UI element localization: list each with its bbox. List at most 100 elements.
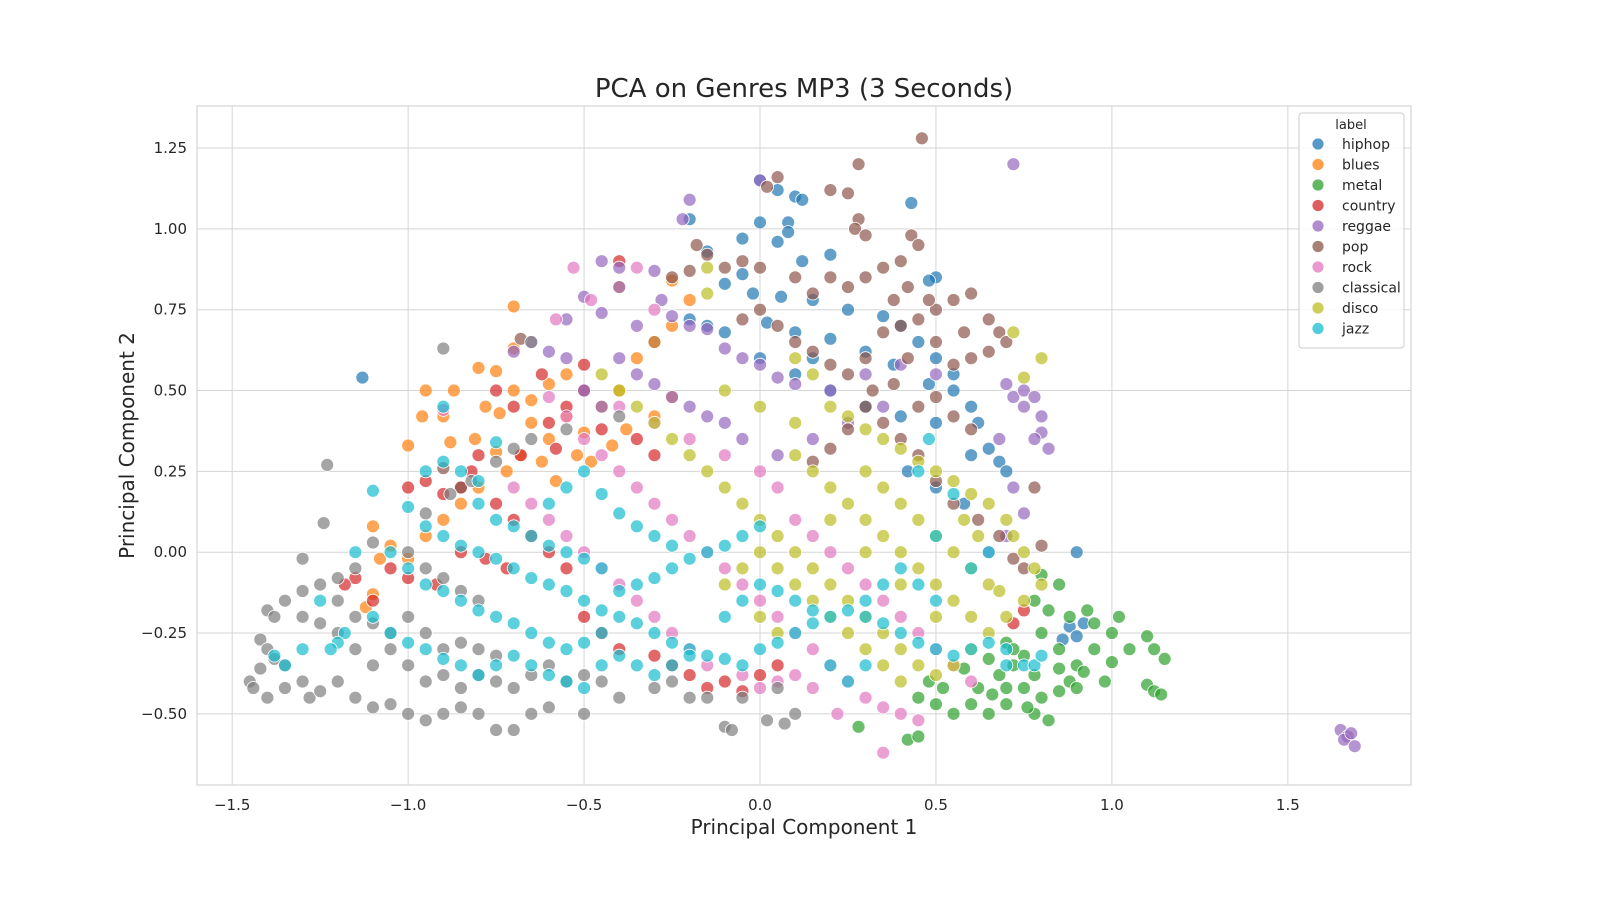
data-point-pop: [946, 409, 961, 424]
data-point-pop: [700, 247, 715, 262]
data-point-reggae: [735, 351, 750, 366]
data-point-country: [541, 415, 556, 430]
data-point-classical: [313, 684, 328, 699]
legend-marker-reggae: [1311, 219, 1325, 233]
data-point-classical: [577, 668, 591, 682]
legend-label-disco: disco: [1342, 301, 1378, 317]
data-point-hiphop: [922, 377, 936, 391]
data-point-metal: [1041, 603, 1056, 618]
legend-marker-disco: [1311, 301, 1325, 315]
data-point-jazz: [524, 529, 539, 543]
data-point-disco: [929, 609, 943, 624]
data-point-jazz: [858, 658, 873, 673]
data-point-classical: [348, 561, 363, 576]
data-point-jazz: [770, 584, 785, 598]
data-point-blues: [468, 432, 482, 446]
data-point-rock: [805, 642, 820, 657]
data-point-disco: [823, 480, 838, 495]
data-point-jazz: [489, 435, 504, 450]
data-point-reggae: [594, 306, 609, 320]
data-point-rock: [594, 448, 609, 463]
data-point-disco: [971, 529, 986, 543]
data-point-disco: [893, 545, 908, 560]
data-point-disco: [929, 577, 943, 592]
data-point-hiphop: [911, 335, 926, 349]
data-point-metal: [1052, 642, 1067, 657]
data-point-metal: [1087, 642, 1102, 657]
data-point-classical: [418, 674, 433, 689]
data-point-disco: [594, 367, 609, 382]
plot-area: [196, 105, 1412, 786]
data-point-jazz: [418, 577, 433, 592]
data-point-jazz: [805, 603, 820, 618]
data-point-disco: [929, 668, 943, 682]
data-point-pop: [946, 357, 961, 372]
data-point-pop: [851, 157, 866, 172]
data-point-jazz: [383, 545, 398, 560]
data-point-reggae: [1006, 480, 1021, 495]
data-point-reggae: [823, 383, 838, 398]
data-point-metal: [1069, 681, 1084, 695]
data-point-jazz: [823, 609, 838, 624]
data-point-jazz: [682, 551, 697, 566]
data-point-pop: [753, 260, 767, 275]
data-point-jazz: [506, 616, 521, 631]
data-point-jazz: [524, 658, 539, 673]
data-point-pop: [865, 383, 880, 398]
data-point-country: [717, 674, 732, 689]
x-tick-label: 0.5: [924, 796, 948, 814]
data-point-disco: [805, 561, 820, 576]
data-point-jazz: [401, 635, 416, 650]
data-point-classical: [506, 441, 521, 456]
data-point-jazz: [454, 593, 468, 608]
data-point-jazz: [893, 561, 908, 576]
data-point-disco: [823, 577, 838, 592]
data-point-classical: [316, 516, 331, 530]
data-point-hiphop: [1069, 629, 1084, 644]
data-point-rock: [612, 464, 627, 479]
data-point-disco: [700, 260, 715, 275]
data-point-reggae: [753, 357, 767, 372]
data-point-pop: [876, 260, 891, 275]
data-point-jazz: [1034, 648, 1049, 663]
data-point-blues: [373, 551, 387, 566]
data-point-jazz: [682, 648, 697, 663]
data-point-classical: [471, 706, 486, 721]
data-point-pop: [957, 325, 972, 340]
data-point-reggae: [1027, 390, 1042, 404]
data-point-hiphop: [946, 383, 961, 398]
data-point-disco: [823, 399, 838, 414]
data-point-jazz: [893, 626, 908, 640]
data-point-blues: [401, 438, 416, 453]
data-point-jazz: [323, 642, 338, 657]
data-point-disco: [841, 496, 855, 511]
data-point-jazz: [489, 609, 504, 624]
data-point-jazz: [559, 584, 574, 598]
data-point-reggae: [594, 254, 609, 269]
data-point-disco: [992, 584, 1007, 598]
data-point-classical: [253, 661, 268, 676]
data-point-jazz: [541, 538, 556, 553]
data-point-jazz: [418, 519, 433, 534]
data-point-classical: [295, 609, 310, 624]
data-point-pop: [876, 325, 891, 340]
data-point-classical: [777, 716, 792, 731]
data-point-pop: [823, 441, 838, 456]
data-point-hiphop: [964, 399, 979, 414]
data-point-disco: [929, 464, 943, 479]
data-point-reggae: [654, 293, 669, 307]
data-point-jazz: [577, 593, 591, 608]
data-point-classical: [524, 706, 539, 721]
data-point-hiphop: [717, 325, 732, 340]
data-point-pop: [788, 335, 803, 349]
data-point-blues: [454, 496, 468, 511]
data-point-disco: [858, 422, 873, 437]
data-point-pop: [770, 318, 785, 333]
data-point-country: [577, 357, 591, 372]
data-point-classical: [348, 642, 363, 657]
data-point-pop: [876, 415, 891, 430]
data-point-country: [489, 496, 504, 511]
data-point-hiphop: [999, 464, 1014, 479]
data-point-pop: [904, 228, 919, 243]
legend-marker-hiphop: [1311, 137, 1325, 151]
